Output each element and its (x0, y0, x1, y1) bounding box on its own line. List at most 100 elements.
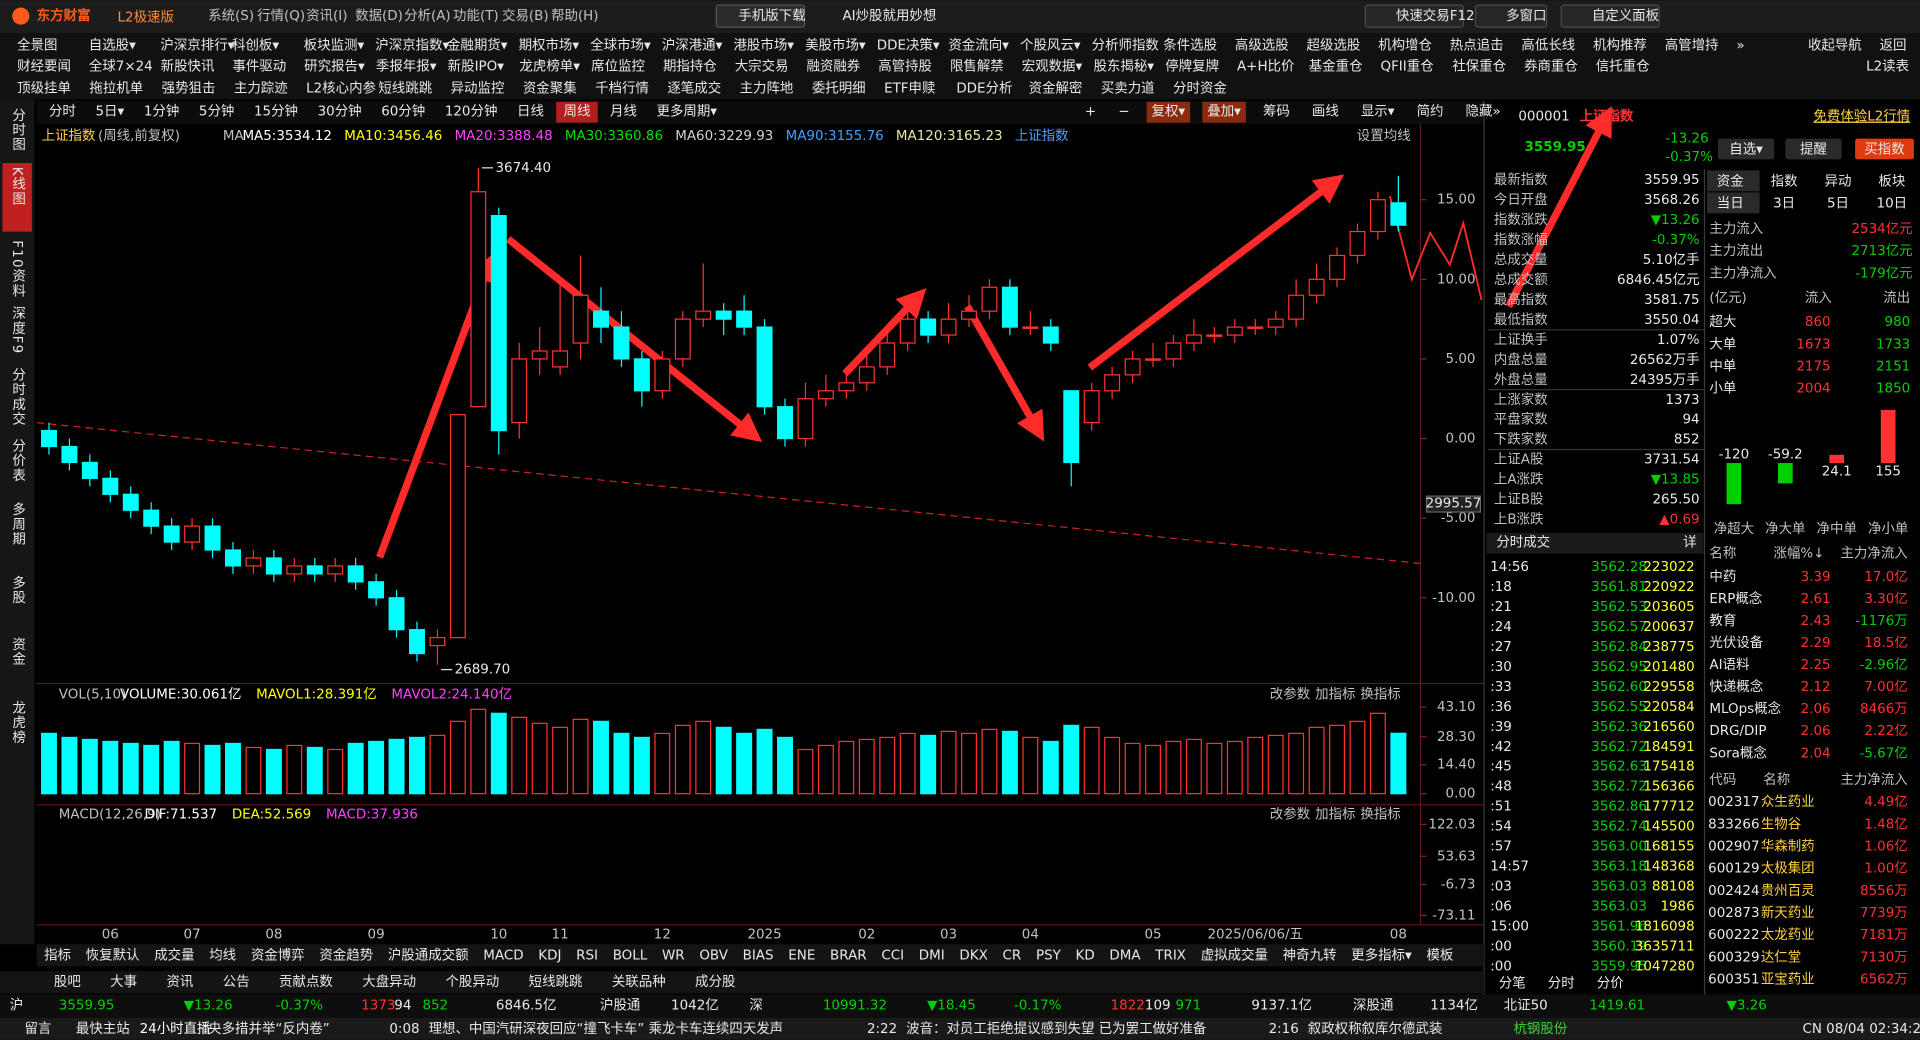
indicator-tab[interactable]: 指标 (44, 947, 71, 963)
indicator-tab[interactable]: 成交量 (154, 946, 194, 963)
nav-item[interactable]: 顶级挂单 (17, 80, 71, 96)
nav-item[interactable]: 金融期货▾ (447, 37, 508, 54)
fund-tab[interactable]: 异动 (1825, 173, 1852, 189)
nav-item[interactable]: A+H比价 (1237, 58, 1295, 74)
nav-item[interactable]: 买卖力道 (1101, 80, 1155, 96)
ma-settings[interactable]: 设置均线 (1357, 128, 1411, 144)
nav-item[interactable]: 热点追击 (1450, 38, 1504, 54)
sidebar-tab[interactable]: 多股 (9, 575, 26, 606)
indicator-tab[interactable]: KD (1076, 948, 1095, 963)
nav-item[interactable]: 委托明细 (812, 80, 866, 96)
period-tab[interactable]: 分时 (49, 104, 76, 120)
period-tab[interactable]: 月线 (610, 104, 637, 120)
period-tab[interactable]: 日线 (517, 104, 544, 120)
nav-item[interactable]: 超级选股 (1307, 38, 1361, 54)
fund-period[interactable]: 当日 (1717, 195, 1744, 211)
fund-period[interactable]: 3日 (1773, 196, 1795, 211)
nav-item[interactable]: 异动监控 (451, 80, 505, 96)
nav-item[interactable]: 限售解禁 (950, 58, 1004, 74)
indicator-tab[interactable]: 沪股通成交额 (388, 946, 469, 963)
ticker-item[interactable]: 留言 (24, 1021, 51, 1037)
indicator-tab[interactable]: DMA (1109, 948, 1141, 963)
trade-tab[interactable]: 分笔 (1499, 975, 1526, 991)
news-tab[interactable]: 短线跳跳 (529, 974, 583, 990)
nav-item[interactable]: 股东揭秘▾ (1093, 58, 1154, 74)
nav-item[interactable]: 沪深京指数▾ (375, 38, 449, 54)
indicator-tab[interactable]: CCI (881, 948, 904, 963)
chart-tool[interactable]: 筹码 (1263, 103, 1290, 120)
quote-button[interactable]: 提醒 (1800, 142, 1827, 158)
indicator-tab[interactable]: 虚拟成交量 (1201, 946, 1268, 963)
nav-item[interactable]: 龙虎榜单▾ (519, 57, 580, 74)
nav-item[interactable]: 新股IPO▾ (448, 58, 505, 74)
period-tab[interactable]: 5分钟 (199, 103, 234, 120)
nav-item[interactable]: 券商重仓 (1524, 58, 1578, 74)
nav-item[interactable]: 分析师指数 (1092, 38, 1160, 54)
nav-item[interactable]: 全球7×24 (89, 57, 153, 74)
nav-item[interactable]: 财经要闻 (17, 58, 71, 74)
menu-item[interactable]: 功能(T) (453, 8, 499, 24)
indicator-tab[interactable]: BRAR (830, 948, 867, 963)
nav-item[interactable]: 大宗交易 (735, 57, 789, 74)
sidebar-tab[interactable]: F10资料 (9, 240, 26, 298)
news-tab[interactable]: 大盘异动 (362, 973, 416, 990)
fund-period[interactable]: 5日 (1827, 196, 1849, 211)
chart-tool[interactable]: 画线 (1312, 104, 1339, 120)
nav-item[interactable]: 期指持仓 (663, 58, 717, 74)
nav-item[interactable]: 席位监控 (591, 58, 645, 74)
news-tab[interactable]: 成分股 (695, 974, 735, 990)
nav-item[interactable]: 期权市场▾ (519, 37, 580, 54)
chart-tool[interactable]: + (1085, 105, 1096, 120)
panel-button[interactable]: 换指标 (1360, 806, 1400, 822)
menu-item[interactable]: 帮助(H) (551, 8, 599, 24)
nav-item[interactable]: 美股市场▾ (805, 37, 866, 54)
indicator-tab[interactable]: PSY (1036, 948, 1062, 963)
news-tab[interactable]: 公告 (223, 974, 250, 990)
indicator-tab[interactable]: OBV (699, 948, 728, 963)
chart-tool[interactable]: − (1118, 105, 1129, 120)
indicator-tab[interactable]: ENE (788, 948, 815, 963)
nav-item[interactable]: 板块监测▾ (304, 38, 365, 54)
button[interactable] (1717, 138, 1775, 160)
ticker-item[interactable]: 24小时直播 (140, 1021, 211, 1037)
menu-item[interactable]: 数据(D) (355, 8, 403, 24)
period-tab[interactable]: 5日▾ (95, 105, 124, 120)
news-tab[interactable]: 股吧 (54, 975, 81, 990)
indicator-tab[interactable]: 模板 (1426, 947, 1453, 963)
chart-tool[interactable]: 隐藏» (1466, 104, 1501, 120)
indicator-tab[interactable]: DMI (919, 948, 945, 963)
nav-item[interactable]: 融资融券 (806, 58, 860, 74)
panel-button[interactable]: 加指标 (1315, 806, 1355, 822)
period-tab[interactable]: 更多周期▾ (657, 103, 718, 120)
nav-item[interactable]: 高低长线 (1521, 37, 1575, 54)
indicator-tab[interactable]: 神奇九转 (1283, 946, 1337, 963)
fund-tab[interactable]: 资金 (1717, 173, 1744, 189)
nav-item[interactable]: 宏观数据▾ (1022, 58, 1083, 74)
fund-tab[interactable]: 指数 (1771, 173, 1798, 189)
nav-item[interactable]: 千档行情 (595, 80, 649, 96)
nav-item[interactable]: 自选股▾ (89, 38, 136, 54)
detail-button[interactable]: 详 (1683, 535, 1696, 551)
nav-item[interactable]: 强势狙击 (162, 80, 216, 96)
nav-item[interactable]: 研究报告▾ (304, 58, 365, 74)
quote-button[interactable]: 自选▾ (1729, 142, 1763, 158)
nav-item[interactable]: 季报年报▾ (376, 58, 437, 74)
panel-button[interactable]: 改参数 (1270, 805, 1311, 822)
period-tab[interactable]: 周线 (564, 104, 591, 120)
nav-item[interactable]: QFII重仓 (1380, 58, 1434, 74)
nav-item[interactable]: 事件驱动 (232, 58, 286, 74)
sidebar-tab[interactable]: 龙虎榜 (9, 700, 26, 744)
nav-item[interactable]: 个股风云▾ (1020, 38, 1081, 54)
nav-item[interactable]: 分时资金 (1173, 80, 1227, 96)
nav-item[interactable]: 停牌复牌 (1165, 57, 1219, 74)
nav-item[interactable]: 全球市场▾ (590, 37, 651, 54)
nav-item[interactable]: 返回 (1880, 38, 1907, 54)
promo-link[interactable]: 免费体验L2行情 (1813, 109, 1910, 125)
nav-item[interactable]: 条件选股 (1163, 37, 1217, 54)
nav-item[interactable]: 信托重仓 (1596, 58, 1650, 74)
nav-item[interactable]: 沪深京排行▾ (160, 38, 234, 54)
menu-item[interactable]: 资讯(I) (306, 8, 347, 24)
chart-tool[interactable]: 叠加▾ (1207, 104, 1241, 120)
nav-item[interactable]: » (1736, 39, 1744, 54)
button[interactable] (1560, 4, 1660, 28)
